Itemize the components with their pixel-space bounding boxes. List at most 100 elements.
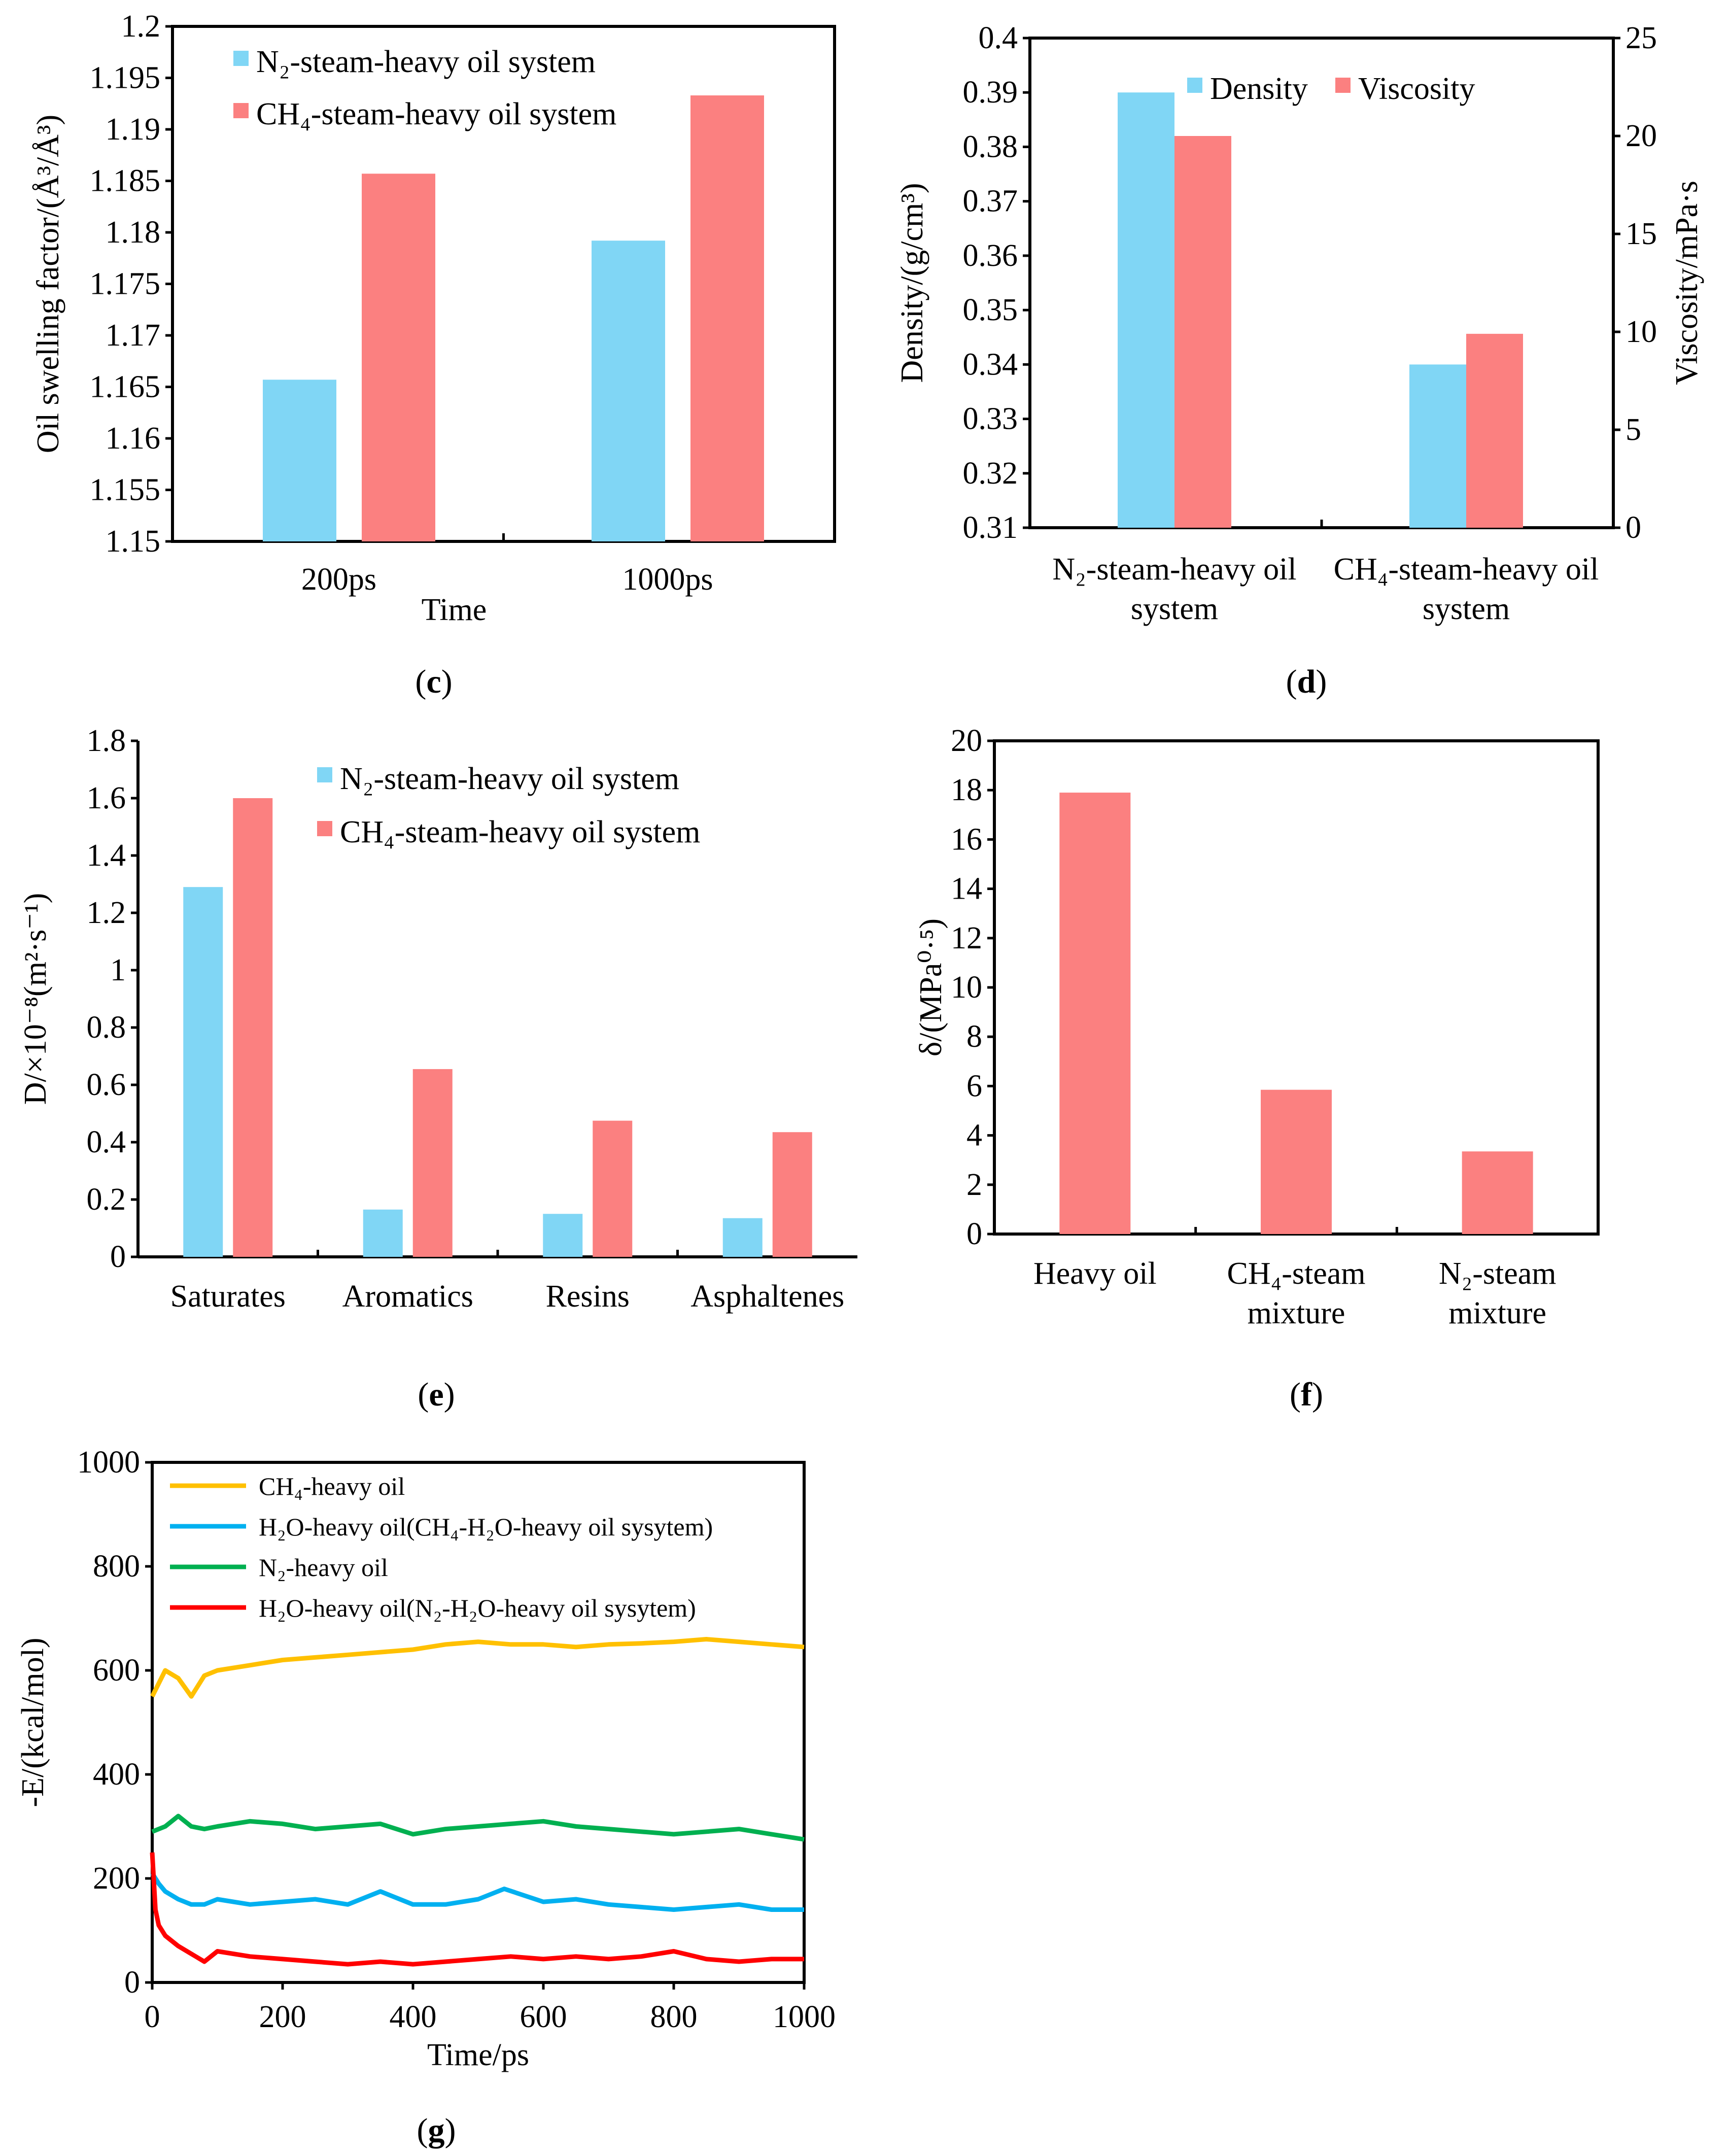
legend-swatch: [233, 51, 249, 66]
bar-n2-resins: [543, 1214, 583, 1257]
y-tick-label: 0: [1626, 510, 1641, 545]
y-tick-label: 0: [124, 1965, 140, 2000]
bar-density-1: [1409, 364, 1466, 528]
panel-caption: (c): [415, 663, 452, 700]
bar-n2-1000ps: [592, 241, 665, 541]
x-category-label: Resins: [546, 1279, 630, 1314]
chart-g: 0 200 400 600 800 1000 0 200 400 600 800 1000 CH₄-he…: [16, 1445, 836, 2149]
x-category-label: mixture: [1448, 1296, 1546, 1330]
y-tick-label: 400: [93, 1757, 140, 1792]
y-tick-label: 1.165: [90, 370, 161, 404]
x-tick-label: 600: [520, 2000, 567, 2034]
y-tick-label: 0.32: [963, 456, 1018, 491]
series-line-0: [150, 1637, 805, 1699]
bar-viscosity-0: [1174, 136, 1231, 528]
bar-n2-aromatics: [363, 1209, 403, 1257]
x-category-label: Asphaltenes: [690, 1279, 844, 1314]
y-tick-label: 800: [93, 1549, 140, 1584]
x-axis-title: Time/ps: [427, 2038, 529, 2072]
y-tick-label: 0.38: [963, 129, 1018, 164]
y-tick-label: 5: [1626, 413, 1641, 447]
legend-label: Viscosity: [1358, 72, 1475, 106]
chart-c: 1.15 1.155 1.16 1.165 1.17 1.175 1.18 1.185 1.19…: [31, 9, 836, 700]
panel-caption: (g): [417, 2112, 456, 2149]
y-axis-title: Density/(g/cm³): [895, 183, 929, 383]
chart-d: 0.31 0.32 0.33 0.34 0.35 0.36 0.37 0.38 0.39 0.4 0…: [895, 21, 1704, 700]
y-tick-label: 0: [966, 1217, 982, 1251]
y-tick-label: 1.6: [87, 781, 126, 815]
y-tick-label: 8: [966, 1019, 982, 1054]
y-tick-label: 10: [1626, 315, 1657, 349]
y-tick-label: 0.6: [87, 1068, 126, 1102]
series-line-3: [150, 1852, 804, 1967]
x-tick-label: 1000: [773, 2000, 836, 2034]
panel-caption: (d): [1286, 663, 1327, 700]
plot-frame: [151, 1461, 806, 1984]
x-category-label: system: [1131, 592, 1218, 626]
y-tick-label: 2: [966, 1168, 982, 1202]
bar-ch4-200ps: [362, 174, 435, 541]
y-tick-label: 0.4: [87, 1125, 126, 1159]
legend-label: CH₄-steam-heavy oil system: [256, 97, 616, 131]
y-axis-title: Oil swelling factor/(Å³/Å³): [31, 115, 65, 453]
y-axis-title: D/×10⁻⁸(m²·s⁻¹): [18, 893, 53, 1105]
legend-swatch: [1335, 78, 1351, 93]
y-tick-label: 25: [1626, 21, 1657, 55]
x-category-label: 1000ps: [622, 562, 713, 597]
x-axis-title: Time: [422, 593, 487, 627]
chart-e: 0 0.2 0.4 0.6 0.8 1 1.2 1.4 1.6 1.8 Saturates Aroma…: [18, 724, 857, 1413]
legend-label: CH₄-steam-heavy oil system: [340, 815, 700, 849]
chart-f: 0 2 4 6 8 10 12 14 16 18 20 Heavy oil CH₄-steam mixtu…: [914, 724, 1600, 1413]
bar-delta-2: [1462, 1151, 1533, 1234]
legend-label: N₂-heavy oil: [259, 1553, 388, 1582]
y-tick-label: 1.185: [90, 164, 161, 198]
bar-delta-1: [1261, 1089, 1332, 1234]
y-tick-label: 20: [951, 724, 982, 758]
legend-label: Density: [1210, 72, 1308, 106]
y-tick-label: 0.36: [963, 238, 1018, 273]
bar-ch4-1000ps: [690, 95, 764, 541]
x-tick-label: 0: [145, 2000, 160, 2034]
x-category-label: system: [1423, 592, 1510, 626]
y-axis-title: δ/(MPa⁰·⁵): [914, 918, 948, 1056]
series-line-1: [150, 1872, 804, 1912]
y-tick-label: 12: [951, 921, 982, 955]
y-tick-label: 0.35: [963, 293, 1018, 327]
y-tick-label: 18: [951, 773, 982, 807]
panel-caption: (f): [1290, 1376, 1323, 1413]
y-tick-label: 1.2: [87, 896, 126, 930]
y-tick-label: 1.4: [87, 838, 126, 873]
x-tick-label: 800: [650, 2000, 698, 2034]
x-category-label: Saturates: [170, 1279, 286, 1314]
bar-n2-200ps: [263, 380, 336, 541]
y-tick-label: 1.19: [106, 112, 161, 147]
x-category-label: CH₄-steam-heavy oil: [1334, 552, 1599, 587]
y-tick-label: 0.4: [979, 21, 1018, 55]
bar-ch4-resins: [593, 1120, 633, 1257]
y-tick-label: 0.33: [963, 402, 1018, 436]
x-tick-label: 400: [390, 2000, 437, 2034]
y-tick-label: 1.15: [106, 524, 161, 559]
y-tick-label: 1.18: [106, 215, 161, 250]
panel-caption: (e): [418, 1376, 455, 1413]
legend-label: N₂-steam-heavy oil system: [256, 45, 596, 79]
y-tick-label: 0.34: [963, 347, 1018, 382]
y-tick-label: 1.17: [106, 318, 161, 353]
y-tick-label: 15: [1626, 217, 1657, 251]
legend-swatch: [317, 767, 332, 782]
y-tick-label: 10: [951, 970, 982, 1005]
legend-swatch: [233, 103, 249, 118]
y-tick-label: 16: [951, 822, 982, 857]
plot-frame: [1028, 37, 1615, 529]
legend-swatch: [317, 821, 332, 836]
y-tick-label: 1000: [77, 1445, 140, 1480]
x-tick-label: 200: [259, 2000, 306, 2034]
y-tick-label: 20: [1626, 119, 1657, 153]
x-category-label: 200ps: [301, 562, 376, 597]
y-tick-label: 4: [966, 1118, 982, 1153]
y-tick-label: 1.175: [90, 267, 161, 301]
x-category-label: N₂-steam: [1439, 1256, 1557, 1291]
x-category-label: N₂-steam-heavy oil: [1052, 552, 1296, 587]
bar-density-0: [1118, 92, 1174, 528]
